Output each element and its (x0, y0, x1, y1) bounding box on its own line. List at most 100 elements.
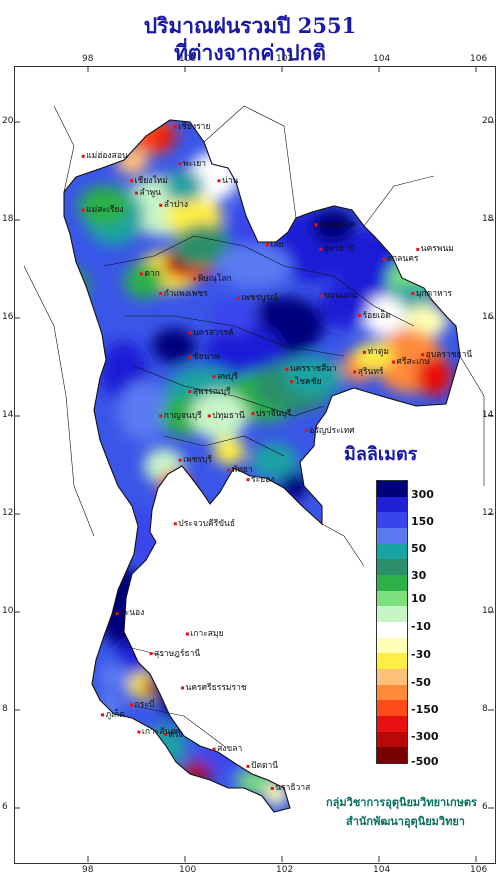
lat-tick-label-right: 10 (482, 606, 494, 616)
legend-swatch (377, 653, 407, 670)
rainfall-anomaly-region (362, 296, 406, 336)
province-border (163, 435, 285, 457)
station-marker (319, 294, 323, 298)
station-marker (212, 375, 216, 379)
city-label: ชัยนาท (192, 352, 220, 363)
city-label: ปทุมธานี (212, 411, 245, 421)
station-marker (314, 223, 318, 227)
legend-swatch (377, 481, 407, 497)
city-label: เชียงราย (178, 121, 211, 132)
city-label: ลพบุรี (217, 371, 238, 382)
city-label: โชคชัย (294, 376, 322, 387)
station-marker (173, 125, 177, 129)
province-border (123, 645, 165, 657)
station-marker (130, 703, 134, 707)
station-marker (193, 277, 197, 281)
city-label: ปัตตานี (251, 761, 279, 772)
station-marker (227, 468, 231, 472)
province-border (321, 523, 365, 567)
station-marker (135, 191, 138, 195)
station-marker (416, 247, 420, 251)
city-label: ลำพูน (139, 188, 161, 199)
city-label: แม่สะเรียง (86, 205, 124, 216)
legend-swatch (377, 716, 407, 732)
lon-tick-label-top: 102 (276, 54, 294, 64)
rainfall-anomaly-region (312, 208, 356, 244)
legend-label: 30 (411, 569, 427, 582)
city-label: นครศรีธรรมราช (185, 682, 247, 693)
city-label: เพชรบูรณ์ (241, 293, 279, 304)
rainfall-anomaly-region (78, 186, 130, 226)
legend-swatch (377, 543, 407, 560)
rainfall-anomaly-region (284, 356, 344, 396)
station-marker (159, 203, 163, 207)
legend-swatch (377, 559, 407, 576)
city-label: แม่ฮ่องสอน (86, 151, 128, 162)
lon-tick-label-bottom: 98 (82, 865, 94, 875)
legend-swatch (377, 606, 407, 623)
station-marker (421, 353, 425, 357)
station-marker (246, 478, 250, 482)
credit-line1: กลุ่มวิชาการอุตุนิยมวิทยาเกษตร (326, 796, 477, 809)
city-label: กำแพงเพชร (163, 288, 208, 299)
city-label: ประจวบคีรีขันธ์ (178, 518, 236, 529)
station-marker (382, 257, 386, 261)
station-marker (246, 764, 250, 768)
province-border (203, 105, 297, 219)
city-label: สุรินทร์ (357, 366, 384, 377)
legend-swatch (377, 575, 407, 591)
station-marker (251, 412, 255, 416)
legend-swatch (377, 590, 407, 607)
legend-swatch (377, 747, 407, 764)
station-marker (188, 390, 192, 393)
city-label: ตาก (144, 268, 160, 279)
station-marker (285, 367, 289, 371)
station-marker (130, 179, 134, 183)
province-border (103, 235, 415, 327)
city-label: ปราจีนบุรี (255, 408, 292, 419)
rainfall-anomaly-region (250, 443, 298, 479)
legend-swatch (377, 637, 407, 654)
province-border (124, 315, 345, 357)
legend-label: 300 (411, 488, 434, 501)
city-label: ขอนแก่น (323, 290, 357, 301)
legend-label: -30 (411, 648, 431, 661)
map-title-line2: ที่ต่างจากค่าปกติ (174, 40, 326, 65)
rainfall-anomaly-region (264, 782, 288, 806)
lat-tick-label-left: 14 (2, 410, 14, 420)
station-marker (362, 350, 366, 354)
lat-tick-label-right: 14 (482, 410, 494, 420)
city-label: มุกดาหาร (415, 288, 452, 299)
lon-tick-label-top: 100 (179, 54, 197, 64)
lat-tick-label-left: 12 (2, 508, 14, 518)
rainfall-anomaly-region (210, 298, 258, 334)
province-border (23, 265, 95, 537)
station-marker (265, 243, 269, 246)
station-marker (188, 355, 192, 359)
city-label: กระบี่ (134, 700, 155, 711)
legend-label: -300 (411, 730, 439, 743)
rainfall-anomaly-region (191, 392, 247, 440)
legend-swatch (377, 684, 407, 701)
station-marker (101, 713, 105, 717)
lat-tick-label-right: 16 (482, 312, 494, 322)
legend-title: มิลลิเมตร (344, 444, 418, 465)
rainfall-anomaly-region (158, 472, 190, 500)
station-marker (270, 786, 274, 790)
rainfall-anomaly-region (140, 681, 156, 695)
legend-swatch (377, 731, 407, 748)
station-marker (81, 208, 85, 212)
legend-label: 150 (411, 515, 434, 528)
lat-tick-label-left: 20 (2, 116, 14, 126)
city-label: กาญจนบุรี (163, 411, 202, 421)
city-label: อุดรธานี (323, 244, 355, 255)
station-marker (164, 733, 168, 736)
station-marker (137, 730, 141, 734)
rainfall-anomaly-region (213, 437, 245, 465)
station-marker (392, 360, 396, 364)
legend-swatch (377, 512, 407, 529)
legend-swatch (377, 496, 407, 513)
city-label: สุพรรณบุรี (192, 386, 231, 397)
station-marker (319, 247, 323, 251)
